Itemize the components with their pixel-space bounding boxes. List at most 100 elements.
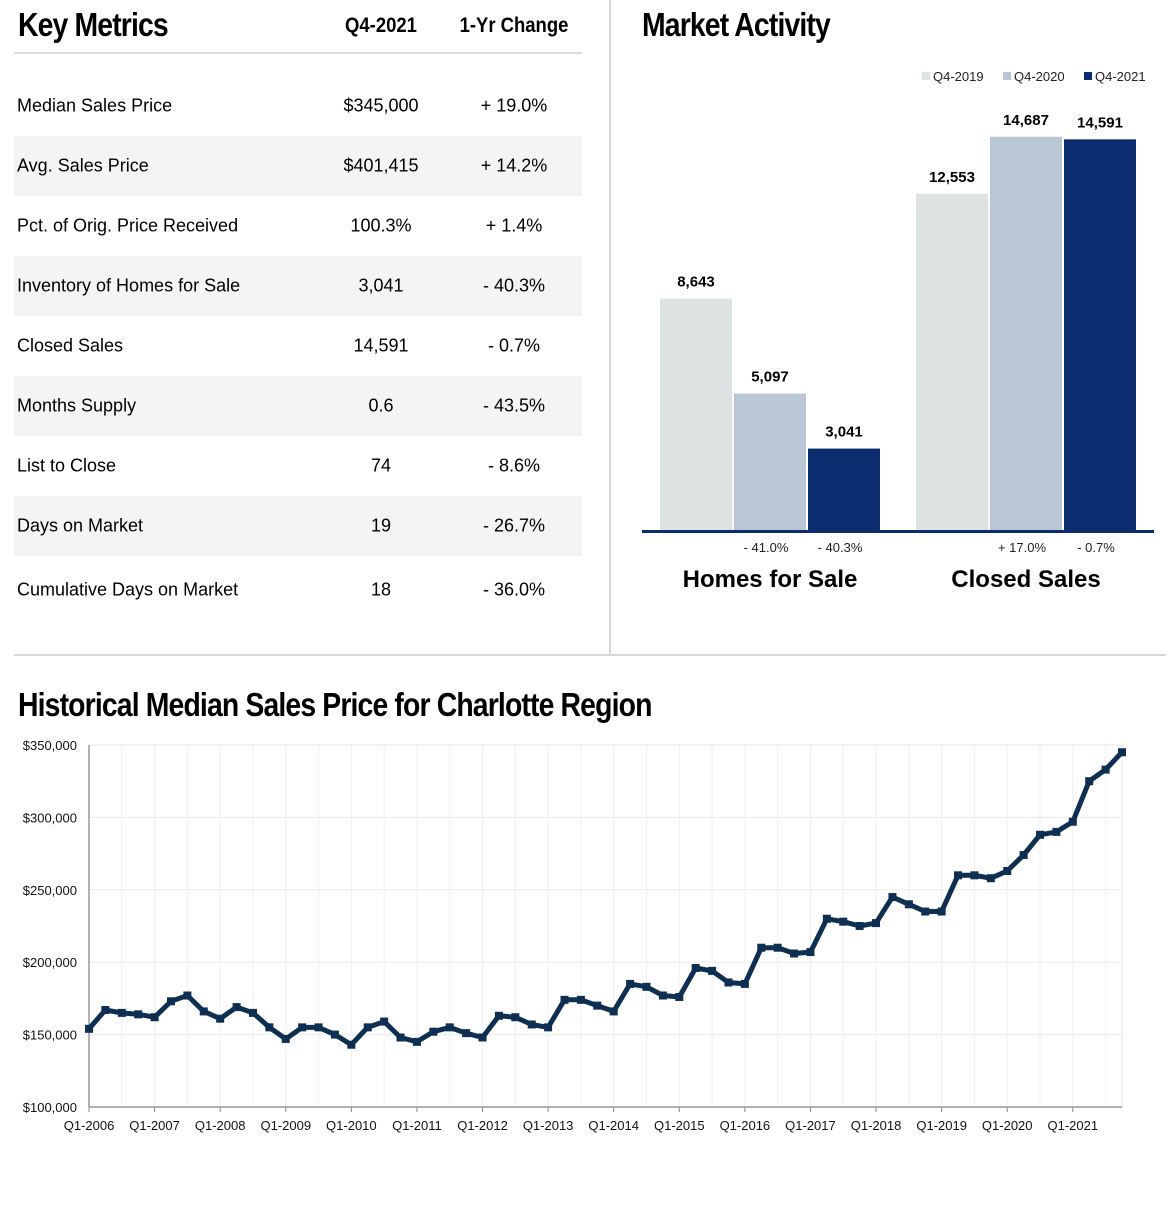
table-row: Median Sales Price $345,000 + 19.0% (14, 76, 582, 136)
data-point (85, 1024, 93, 1033)
data-point (691, 963, 700, 972)
bar-value-label: 3,041 (825, 424, 863, 441)
y-tick-label: $100,000 (23, 1100, 77, 1115)
category-label: Closed Sales (951, 566, 1100, 593)
y-tick-label: $250,000 (23, 883, 77, 898)
metric-value: 0.6 (368, 395, 394, 416)
key-metrics-header: Key Metrics Q4-2021 1-Yr Change (14, 0, 582, 54)
metric-value: 100.3% (350, 215, 412, 236)
metric-value: 3,041 (358, 275, 404, 296)
metric-value: 74 (370, 455, 392, 476)
market-activity-bar-chart: Q4-2019 Q4-2020 Q4-2021 8,643 5,097 3,041 - 41… (642, 69, 1154, 593)
metric-label: Avg. Sales Price (17, 155, 149, 176)
table-row: Cumulative Days on Market 18 - 36.0% (14, 556, 582, 624)
bar-value-label: 14,687 (1003, 112, 1049, 129)
data-point (101, 1005, 110, 1014)
data-point (806, 948, 815, 957)
metric-change: - 26.7% (482, 515, 546, 536)
data-point (248, 1008, 257, 1017)
data-point (822, 914, 831, 923)
median-price-series-line (87, 750, 1124, 1048)
data-point (921, 907, 930, 916)
data-point (757, 943, 766, 952)
x-tick-label: Q1-2007 (129, 1118, 180, 1133)
metric-change: + 1.4% (485, 215, 543, 236)
bar-value-label: 14,591 (1077, 114, 1123, 131)
data-point (888, 893, 897, 902)
x-tick-label: Q1-2015 (654, 1118, 705, 1133)
data-point (412, 1037, 421, 1046)
metric-label: Days on Market (17, 515, 144, 536)
horizontal-divider (14, 654, 1166, 656)
y-tick-label: $200,000 (23, 955, 77, 970)
plot-frame (88, 744, 1123, 1108)
data-point (281, 1034, 290, 1043)
key-metrics-panel: Key Metrics Q4-2021 1-Yr Change Median S… (14, 0, 582, 600)
x-tick-label: Q1-2017 (785, 1118, 836, 1133)
y-tick-label: $300,000 (23, 810, 77, 825)
bar (916, 193, 988, 530)
data-point (626, 979, 635, 988)
bar-value-label: 5,097 (751, 369, 789, 386)
y-tick-label: $150,000 (23, 1028, 77, 1043)
bar (990, 136, 1062, 530)
metric-label: Median Sales Price (17, 95, 173, 116)
change-label: + 17.0% (998, 540, 1047, 555)
legend-label: Q4-2020 (1014, 69, 1065, 84)
x-axis-baseline (642, 530, 1154, 533)
data-point (396, 1033, 405, 1042)
data-point (527, 1020, 536, 1029)
data-point (265, 1023, 274, 1032)
data-point (1118, 748, 1126, 757)
metric-change: - 8.6% (487, 455, 541, 476)
data-point (134, 1010, 143, 1019)
data-point (609, 1007, 618, 1016)
data-point (855, 922, 864, 930)
metric-value: $401,415 (343, 155, 419, 176)
metric-label: Cumulative Days on Market (17, 579, 239, 600)
data-point (576, 995, 585, 1004)
x-tick-label: Q1-2014 (588, 1118, 639, 1133)
data-point (1085, 777, 1094, 786)
legend-swatch-q4-2021 (1084, 72, 1092, 80)
data-point (937, 907, 946, 916)
table-row: Months Supply 0.6 - 43.5% (14, 376, 582, 436)
data-point (1068, 817, 1077, 826)
data-point (1003, 866, 1012, 875)
x-tick-label: Q1-2016 (720, 1118, 771, 1133)
data-point (675, 992, 684, 1001)
data-point (724, 978, 733, 987)
data-point (380, 1017, 389, 1026)
change-label: - 0.7% (1077, 540, 1115, 555)
table-row: Closed Sales 14,591 - 0.7% (14, 316, 582, 376)
change-label: - 40.3% (818, 540, 863, 555)
data-point (216, 1014, 225, 1023)
x-tick-label: Q1-2019 (916, 1118, 967, 1133)
data-point (347, 1040, 356, 1049)
data-point (494, 1011, 503, 1020)
data-point (330, 1030, 339, 1039)
vertical-divider (609, 0, 611, 655)
data-point (544, 1023, 553, 1032)
column-header-change: 1-Yr Change (459, 14, 569, 37)
data-point (298, 1023, 307, 1032)
data-point (658, 991, 667, 1000)
metric-label: Closed Sales (17, 335, 124, 356)
metric-value: 18 (370, 579, 392, 600)
data-point (511, 1013, 520, 1022)
data-point (740, 979, 749, 988)
key-metrics-title: Key Metrics (18, 6, 169, 43)
data-point (790, 949, 799, 958)
data-point (708, 966, 717, 975)
data-point (872, 919, 881, 928)
metric-change: + 14.2% (480, 155, 548, 176)
change-label: - 41.0% (744, 540, 789, 555)
metric-change: - 43.5% (482, 395, 546, 416)
x-tick-label: Q1-2011 (392, 1118, 442, 1133)
data-point (1036, 830, 1045, 839)
data-point (478, 1033, 487, 1042)
data-point (593, 1001, 602, 1010)
x-tick-label: Q1-2021 (1048, 1118, 1099, 1133)
data-point (1019, 851, 1028, 860)
